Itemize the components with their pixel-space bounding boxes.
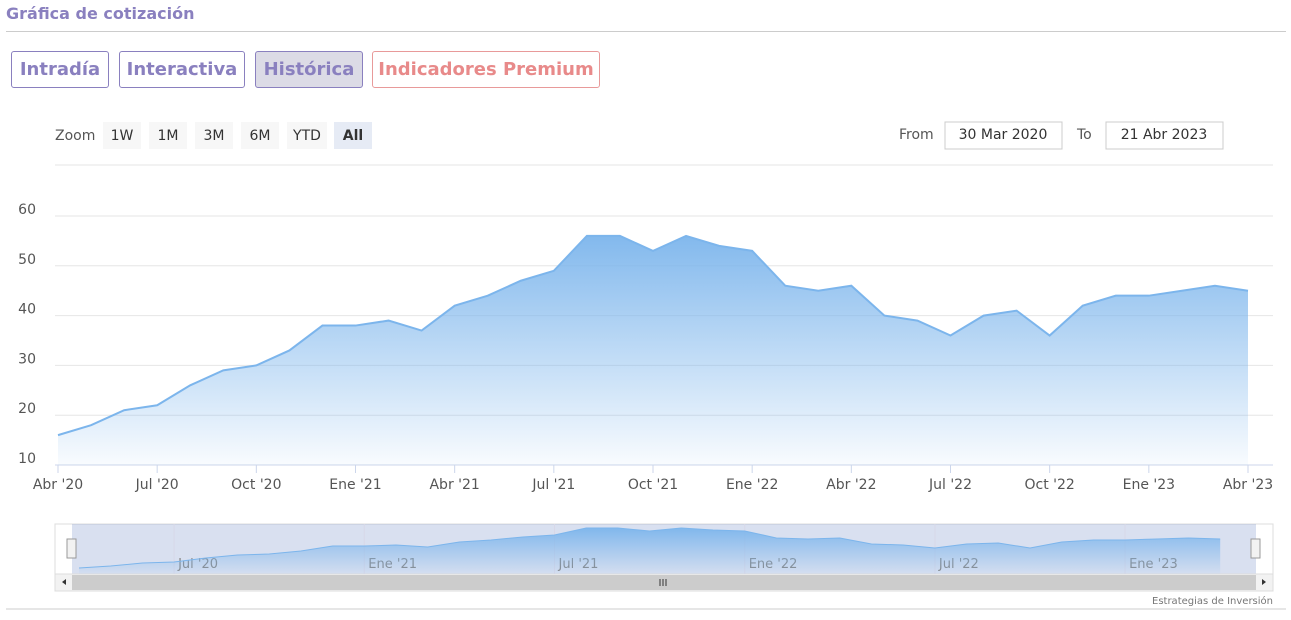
x-tick-label: Oct '22 bbox=[1025, 477, 1075, 493]
zoom-label: Zoom bbox=[55, 128, 95, 144]
zoom-button-label: 1M bbox=[158, 128, 179, 144]
from-input[interactable] bbox=[944, 121, 1063, 150]
zoom-button[interactable] bbox=[195, 122, 233, 149]
from-label: From bbox=[899, 127, 934, 143]
tab[interactable]: Histórica bbox=[255, 51, 363, 88]
zoom-button[interactable] bbox=[103, 122, 141, 149]
tab[interactable]: Indicadores Premium bbox=[372, 51, 600, 88]
zoom-button[interactable] bbox=[334, 122, 372, 149]
handle[interactable] bbox=[1250, 538, 1261, 559]
x-tick-label: Abr '20 bbox=[33, 477, 83, 493]
divider bbox=[6, 31, 1286, 32]
area bbox=[79, 528, 1221, 574]
to-date: 21 Abr 2023 bbox=[1121, 127, 1208, 143]
x-tick-label: Ene '23 bbox=[1123, 477, 1175, 493]
x-tick-label: Abr '22 bbox=[826, 477, 876, 493]
line bbox=[57, 234, 1249, 437]
x-tick-label: Jul '22 bbox=[928, 477, 972, 493]
tab[interactable]: Interactiva bbox=[119, 51, 245, 88]
to-label: To bbox=[1076, 127, 1092, 143]
tab[interactable]: Intradía bbox=[11, 51, 109, 88]
x-tick-label: Oct '21 bbox=[628, 477, 678, 493]
x-tick-label: Abr '21 bbox=[429, 477, 479, 493]
zoom-button[interactable] bbox=[241, 122, 279, 149]
x-tick-label: Oct '20 bbox=[231, 477, 281, 493]
x-tick-label: Ene '22 bbox=[726, 477, 778, 493]
line bbox=[78, 527, 1221, 569]
zoom-button-label: 6M bbox=[250, 128, 271, 144]
x-tick-label: Jul '21 bbox=[531, 477, 575, 493]
y-tick-label: 60 bbox=[18, 202, 36, 218]
x-tick-label: Abr '23 bbox=[1223, 477, 1273, 493]
zoom-button-label: 1W bbox=[111, 128, 134, 144]
x-tick-label: Ene '21 bbox=[329, 477, 381, 493]
scrollbar-thumb[interactable] bbox=[72, 575, 1256, 590]
y-tick-label: 20 bbox=[18, 401, 36, 417]
handle[interactable] bbox=[66, 538, 77, 559]
area bbox=[58, 235, 1248, 465]
zoom-button-label: 3M bbox=[204, 128, 225, 144]
zoom-button[interactable] bbox=[149, 122, 187, 149]
x-tick-label: Jul '20 bbox=[135, 477, 179, 493]
grip bbox=[659, 579, 667, 586]
y-tick-label: 50 bbox=[18, 252, 36, 268]
zoom-button-label: YTD bbox=[292, 128, 321, 144]
credits: Estrategias de Inversión bbox=[1152, 595, 1273, 607]
y-tick-label: 40 bbox=[18, 302, 36, 318]
y-tick-label: 30 bbox=[18, 351, 36, 367]
y-tick-label: 10 bbox=[18, 451, 36, 467]
from-date: 30 Mar 2020 bbox=[959, 127, 1048, 143]
zoom-button[interactable] bbox=[287, 122, 327, 149]
zoom-button-label: All bbox=[343, 128, 363, 144]
to-input[interactable] bbox=[1105, 121, 1224, 150]
title: Gráfica de cotización bbox=[6, 4, 195, 23]
